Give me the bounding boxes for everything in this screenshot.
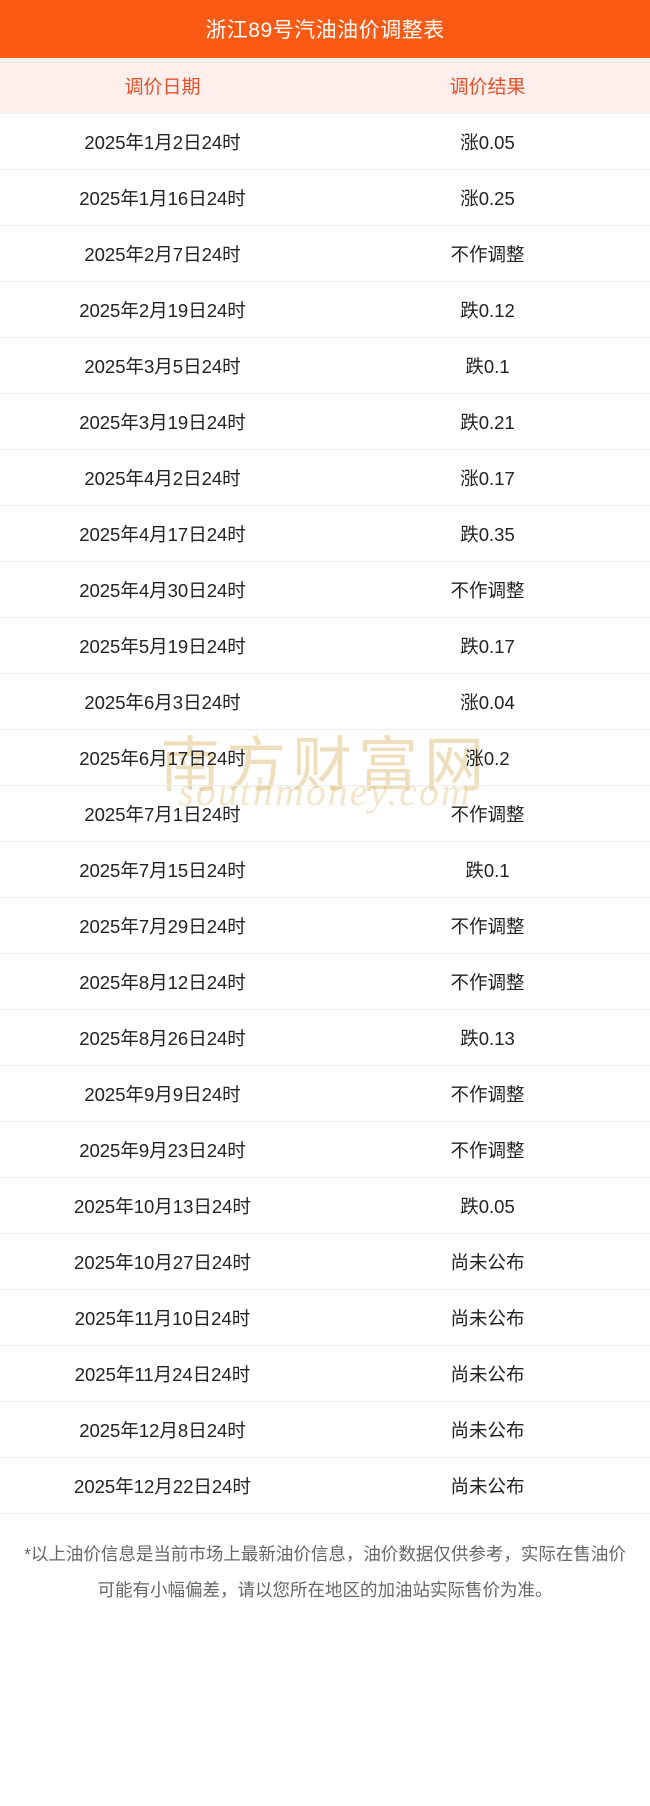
table-row: 2025年4月2日24时 涨0.17 xyxy=(0,449,650,506)
column-header-date: 调价日期 xyxy=(0,58,325,114)
cell-result: 不作调整 xyxy=(325,225,650,282)
cell-result: 不作调整 xyxy=(325,1121,650,1178)
table-row: 2025年3月19日24时 跌0.21 xyxy=(0,393,650,450)
cell-date: 2025年12月8日24时 xyxy=(0,1401,325,1458)
table-row: 2025年2月7日24时 不作调整 xyxy=(0,225,650,282)
cell-date: 2025年8月12日24时 xyxy=(0,953,325,1010)
cell-date: 2025年10月27日24时 xyxy=(0,1233,325,1290)
table-row: 2025年1月16日24时 涨0.25 xyxy=(0,169,650,226)
cell-date: 2025年9月9日24时 xyxy=(0,1065,325,1122)
cell-date: 2025年4月30日24时 xyxy=(0,561,325,618)
cell-date: 2025年1月2日24时 xyxy=(0,113,325,170)
cell-result: 不作调整 xyxy=(325,561,650,618)
cell-date: 2025年11月24日24时 xyxy=(0,1345,325,1402)
price-adjustment-table: 调价日期 调价结果 2025年1月2日24时 涨0.05 2025年1月16日24时… xyxy=(0,58,650,1514)
cell-result: 尚未公布 xyxy=(325,1345,650,1402)
table-row: 2025年3月5日24时 跌0.1 xyxy=(0,337,650,394)
cell-date: 2025年4月17日24时 xyxy=(0,505,325,562)
table-row: 2025年9月9日24时 不作调整 xyxy=(0,1065,650,1122)
table-row: 2025年7月29日24时 不作调整 xyxy=(0,897,650,954)
cell-result: 跌0.21 xyxy=(325,393,650,450)
cell-date: 2025年8月26日24时 xyxy=(0,1009,325,1066)
cell-date: 2025年5月19日24时 xyxy=(0,617,325,674)
cell-date: 2025年3月19日24时 xyxy=(0,393,325,450)
table-row: 2025年6月17日24时 涨0.2 xyxy=(0,729,650,786)
table-header-row: 调价日期 调价结果 xyxy=(0,58,650,114)
cell-result: 尚未公布 xyxy=(325,1289,650,1346)
cell-result: 跌0.17 xyxy=(325,617,650,674)
cell-result: 跌0.1 xyxy=(325,841,650,898)
table-row: 2025年8月26日24时 跌0.13 xyxy=(0,1009,650,1066)
cell-result: 不作调整 xyxy=(325,785,650,842)
cell-result: 跌0.05 xyxy=(325,1177,650,1234)
cell-date: 2025年7月1日24时 xyxy=(0,785,325,842)
table-row: 2025年5月19日24时 跌0.17 xyxy=(0,617,650,674)
table-row: 2025年1月2日24时 涨0.05 xyxy=(0,113,650,170)
cell-result: 尚未公布 xyxy=(325,1401,650,1458)
table-row: 2025年7月1日24时 不作调整 xyxy=(0,785,650,842)
cell-date: 2025年6月17日24时 xyxy=(0,729,325,786)
table-row: 2025年11月10日24时 尚未公布 xyxy=(0,1289,650,1346)
cell-date: 2025年10月13日24时 xyxy=(0,1177,325,1234)
cell-date: 2025年12月22日24时 xyxy=(0,1457,325,1514)
cell-result: 尚未公布 xyxy=(325,1457,650,1514)
cell-result: 涨0.17 xyxy=(325,449,650,506)
table-row: 2025年9月23日24时 不作调整 xyxy=(0,1121,650,1178)
table-row: 2025年11月24日24时 尚未公布 xyxy=(0,1345,650,1402)
cell-result: 跌0.35 xyxy=(325,505,650,562)
cell-result: 跌0.13 xyxy=(325,1009,650,1066)
cell-date: 2025年7月15日24时 xyxy=(0,841,325,898)
table-row: 2025年4月30日24时 不作调整 xyxy=(0,561,650,618)
cell-date: 2025年2月19日24时 xyxy=(0,281,325,338)
table-row: 2025年8月12日24时 不作调整 xyxy=(0,953,650,1010)
cell-date: 2025年4月2日24时 xyxy=(0,449,325,506)
cell-result: 跌0.12 xyxy=(325,281,650,338)
table-row: 2025年6月3日24时 涨0.04 xyxy=(0,673,650,730)
cell-date: 2025年7月29日24时 xyxy=(0,897,325,954)
cell-result: 不作调整 xyxy=(325,897,650,954)
column-header-result: 调价结果 xyxy=(325,58,650,114)
cell-date: 2025年1月16日24时 xyxy=(0,169,325,226)
page-title: 浙江89号汽油油价调整表 xyxy=(0,0,650,58)
cell-result: 不作调整 xyxy=(325,1065,650,1122)
cell-result: 涨0.25 xyxy=(325,169,650,226)
table-row: 2025年12月22日24时 尚未公布 xyxy=(0,1457,650,1514)
table-row: 2025年7月15日24时 跌0.1 xyxy=(0,841,650,898)
cell-result: 不作调整 xyxy=(325,953,650,1010)
cell-date: 2025年2月7日24时 xyxy=(0,225,325,282)
cell-date: 2025年9月23日24时 xyxy=(0,1121,325,1178)
table-row: 2025年10月13日24时 跌0.05 xyxy=(0,1177,650,1234)
cell-date: 2025年6月3日24时 xyxy=(0,673,325,730)
table-row: 2025年4月17日24时 跌0.35 xyxy=(0,505,650,562)
cell-result: 跌0.1 xyxy=(325,337,650,394)
cell-result: 尚未公布 xyxy=(325,1233,650,1290)
cell-result: 涨0.04 xyxy=(325,673,650,730)
cell-result: 涨0.05 xyxy=(325,113,650,170)
table-row: 2025年2月19日24时 跌0.12 xyxy=(0,281,650,338)
table-row: 2025年10月27日24时 尚未公布 xyxy=(0,1233,650,1290)
cell-date: 2025年3月5日24时 xyxy=(0,337,325,394)
table-body: 2025年1月2日24时 涨0.05 2025年1月16日24时 涨0.25 2025年… xyxy=(0,113,650,1514)
cell-date: 2025年11月10日24时 xyxy=(0,1289,325,1346)
footnote: *以上油价信息是当前市场上最新油价信息，油价数据仅供参考，实际在售油价可能有小幅… xyxy=(24,1544,626,1600)
cell-result: 涨0.2 xyxy=(325,729,650,786)
table-row: 2025年12月8日24时 尚未公布 xyxy=(0,1401,650,1458)
